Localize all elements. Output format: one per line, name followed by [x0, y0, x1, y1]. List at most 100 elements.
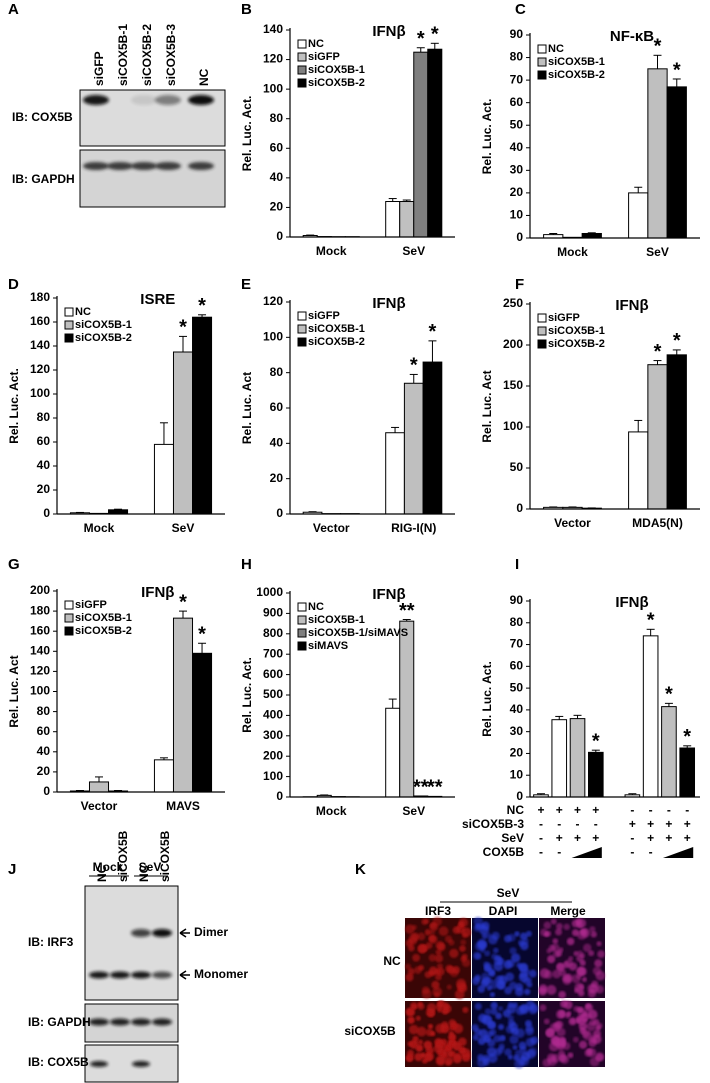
y-tick-label: 80 [270, 365, 284, 379]
cell [452, 1054, 462, 1064]
cell [498, 1006, 504, 1012]
cell [435, 1003, 444, 1011]
cell [412, 953, 421, 962]
cell [416, 1026, 427, 1037]
cell [563, 923, 570, 931]
cell [548, 1041, 559, 1052]
cell [538, 987, 547, 996]
legend-swatch [297, 602, 307, 612]
y-tick-label: 70 [510, 72, 524, 86]
cell [582, 1017, 588, 1023]
y-tick-label: 0 [516, 789, 523, 803]
y-axis-label: Rel. Luc. Act [7, 655, 21, 727]
y-tick-label: 800 [263, 626, 283, 640]
x-tick-label: Mock [316, 804, 347, 818]
bar [399, 620, 415, 798]
cell [584, 1003, 594, 1013]
bar [192, 652, 213, 793]
cell [493, 947, 499, 954]
cell [564, 1012, 571, 1019]
cell [543, 921, 552, 930]
bar [642, 635, 659, 798]
cell [542, 1058, 551, 1068]
y-tick-label: 120 [30, 362, 50, 376]
legend-label: siCOX5B-2 [548, 69, 605, 81]
significance-mark: * [179, 591, 187, 613]
condition-cell: - [557, 845, 561, 859]
cell [459, 945, 466, 952]
condition-cell: + [592, 803, 599, 817]
cell [421, 988, 432, 999]
cell [449, 948, 459, 958]
legend-swatch [537, 44, 547, 54]
condition-label: siCOX5B-3 [462, 817, 524, 831]
condition-label: SeV [501, 831, 524, 845]
cell [444, 1056, 454, 1065]
legend-label: siGFP [308, 310, 340, 322]
cell [573, 1005, 580, 1012]
blot-band [152, 971, 172, 979]
condition-label: COX5B [483, 845, 525, 859]
cell [550, 918, 557, 925]
cell [572, 1036, 579, 1043]
y-tick-label: 180 [30, 603, 50, 617]
y-tick-label: 20 [270, 471, 284, 485]
cell [415, 1015, 421, 1021]
panel-label: E [241, 276, 251, 293]
cell [523, 988, 531, 995]
panel-label: C [515, 1, 526, 18]
y-tick-label: 100 [263, 330, 283, 344]
x-tick-label: RIG-I(N) [391, 521, 436, 535]
cell [459, 920, 465, 927]
legend-label: siCOX5B-2 [75, 625, 132, 637]
y-tick-label: 20 [37, 482, 51, 496]
blot-band [155, 162, 181, 170]
cell [495, 1012, 502, 1020]
cell [473, 916, 483, 926]
condition-cell: + [574, 831, 581, 845]
significance-mark: * [179, 317, 187, 339]
cell [580, 952, 586, 958]
channel-label: IRF3 [425, 904, 451, 918]
cell [478, 941, 487, 950]
cell [539, 1004, 547, 1012]
y-tick-label: 160 [30, 623, 50, 637]
cell [435, 1023, 446, 1034]
cell [487, 1038, 496, 1048]
panel-label: F [515, 276, 524, 293]
cell [576, 966, 586, 976]
cell [408, 933, 419, 944]
x-tick-label: SeV [402, 244, 425, 258]
significance-mark: * [431, 24, 439, 46]
x-tick-label: Vector [81, 799, 118, 813]
cell [577, 984, 584, 991]
legend-swatch [297, 337, 307, 347]
significance-mark: * [198, 624, 206, 646]
cell [448, 1030, 454, 1036]
lane-label: siCOX5B-2 [140, 24, 154, 86]
cell [552, 938, 559, 944]
condition-cell: - [649, 845, 653, 859]
cell [509, 1035, 519, 1045]
blot-band [131, 929, 151, 937]
blot-band [131, 95, 157, 105]
legend-label: siCOX5B-1 [308, 323, 365, 335]
y-tick-label: 0 [43, 784, 50, 798]
cell [411, 1003, 417, 1010]
cell [564, 959, 573, 968]
y-tick-label: 60 [510, 95, 524, 109]
cell [472, 1034, 480, 1041]
blot-band [89, 971, 109, 979]
y-tick-label: 700 [263, 646, 283, 660]
y-axis-label: Rel. Luc. Act [480, 370, 494, 442]
legend-label: siCOX5B-2 [548, 338, 605, 350]
cell [528, 1047, 538, 1056]
bar [108, 509, 129, 515]
cell [576, 1018, 582, 1024]
cell [489, 992, 496, 998]
cell [592, 966, 602, 976]
cell [474, 952, 482, 960]
bar [551, 719, 568, 798]
significance-mark: * [673, 59, 681, 81]
cell [583, 943, 592, 953]
